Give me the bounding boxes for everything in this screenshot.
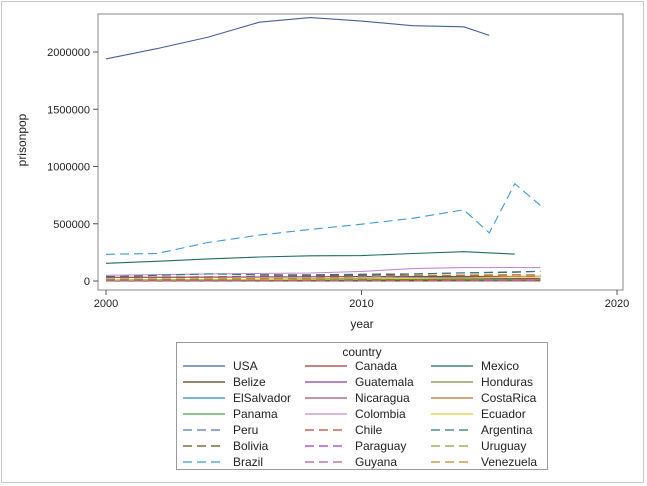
plot-area-border [97,13,624,291]
x-axis-label: year [350,317,373,331]
legend-label: ElSalvador [233,391,292,405]
x-axis-ticks: 2000 2010 2020 [94,290,629,310]
line-chart: 2000 2010 2020 0 500000 1000000 1500000 200000… [15,13,629,331]
legend-swatch [431,429,473,431]
legend-label: Panama [233,407,278,421]
legend-label: Brazil [233,455,264,469]
legend-label: Guyana [355,455,398,469]
legend-label: USA [233,359,258,373]
legend-swatch [431,461,473,463]
series-line-chile [105,274,541,278]
legend-swatch [431,413,473,415]
legend-swatch [183,397,225,399]
legend-swatch [305,413,347,415]
legend-label: Ecuador [481,407,526,421]
y-tick-label: 1500000 [47,104,90,116]
legend-title: country [342,345,382,359]
legend-swatch [305,461,347,463]
legend-label: Canada [355,359,398,373]
legend-label: Peru [233,423,259,437]
legend-swatch [305,429,347,431]
legend-swatch [431,365,473,367]
legend-swatch [305,365,347,367]
legend-label: Guatemala [355,375,414,389]
legend-label: Honduras [481,375,534,389]
series-line-mexico [105,251,515,264]
legend-label: Chile [355,423,383,437]
series-line-venezuela [105,273,541,280]
legend-swatch [183,429,225,431]
legend-label: CostaRica [481,391,537,405]
legend-swatch [431,397,473,399]
x-tick-label: 2010 [349,298,373,310]
legend-swatch [183,445,225,447]
legend: country USA Canada Mexico Belize Guatemala Ho… [176,342,548,470]
x-tick-label: 2000 [94,298,118,310]
legend-label: Bolivia [233,439,269,453]
y-tick-label: 1000000 [47,162,90,174]
legend-swatch [305,445,347,447]
y-tick-label: 0 [84,276,90,288]
legend-swatch [183,365,225,367]
series-line-usa [105,17,490,60]
y-tick-label: 500000 [53,219,90,231]
legend-swatch [183,461,225,463]
legend-label: Paraguay [355,439,407,453]
legend-label: Argentina [481,423,533,437]
legend-swatch [431,381,473,383]
legend-swatch [431,445,473,447]
legend-swatch [183,413,225,415]
legend-label: Uruguay [481,439,527,453]
legend-label: Belize [233,375,266,389]
legend-swatch [305,381,347,383]
legend-swatch [305,397,347,399]
series-line-brazil [105,182,541,255]
y-axis-label: prisonpop [15,113,29,166]
series-lines [105,17,541,282]
legend-label: Mexico [481,359,520,373]
y-axis-ticks: 0 500000 1000000 1500000 2000000 [47,47,98,288]
series-line-argentina [105,270,541,278]
x-tick-label: 2020 [605,298,629,310]
y-tick-label: 2000000 [47,47,90,59]
legend-label: Colombia [355,407,406,421]
legend-label: Venezuela [481,455,538,469]
legend-label: Nicaragua [355,391,410,405]
legend-swatch [183,381,225,383]
